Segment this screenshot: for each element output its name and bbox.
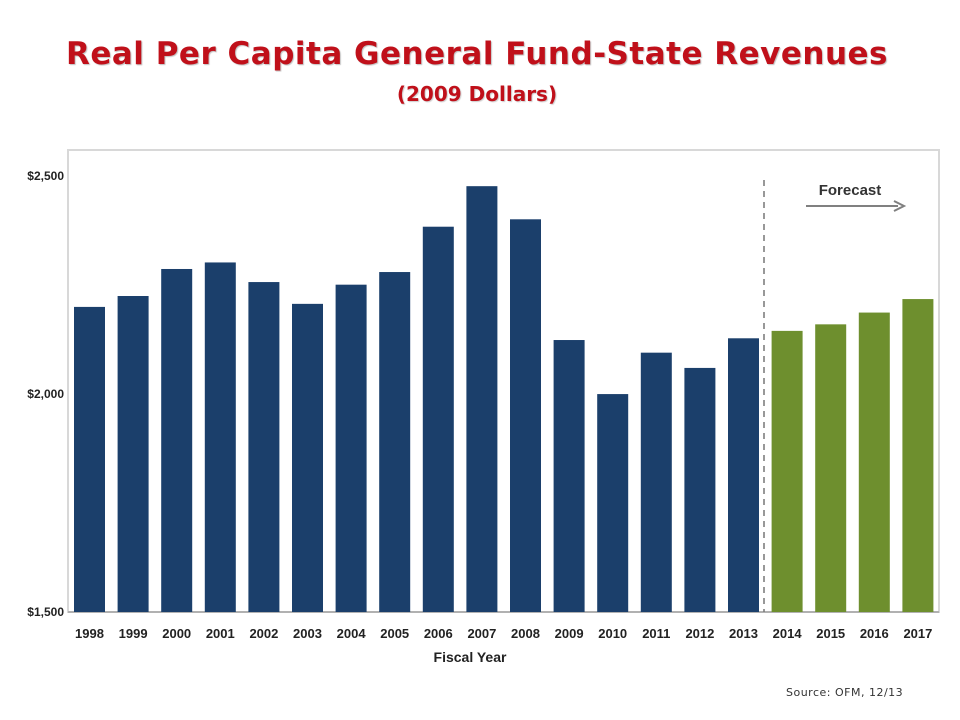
x-tick-label-1999: 1999 [119,626,148,641]
x-tick-label-2001: 2001 [206,626,235,641]
bar-2014 [771,330,803,612]
x-tick-label-2012: 2012 [685,626,714,641]
bar-1999 [117,296,149,612]
bar-2008 [510,219,541,613]
x-tick-label-2003: 2003 [293,626,322,641]
bar-2011 [640,352,672,612]
x-tick-label-2016: 2016 [860,626,889,641]
x-tick-label-2015: 2015 [816,626,845,641]
x-axis-label: Fiscal Year [434,649,507,665]
bar-2001 [204,262,236,612]
page-subtitle: (2009 Dollars) [396,82,558,106]
bar-2007 [466,186,498,612]
x-tick-label-2007: 2007 [467,626,496,641]
bar-2006 [422,226,454,612]
x-tick-label-2006: 2006 [424,626,453,641]
bar-2010 [597,394,629,612]
bar-2005 [379,272,411,612]
page-title: Real Per Capita General Fund-State Reven… [65,36,889,72]
x-tick-label-2017: 2017 [903,626,932,641]
bar-2017 [902,299,934,612]
x-tick-label-2008: 2008 [511,626,540,641]
bar-2016 [858,312,890,612]
x-tick-label-2005: 2005 [380,626,409,641]
y-tick-label: $1,500 [27,605,64,619]
source-note: Source: OFM, 12/13 [786,686,904,699]
x-tick-label-2011: 2011 [642,626,670,641]
x-tick-label-1998: 1998 [75,626,104,641]
y-tick-label: $2,000 [27,387,64,401]
y-tick-label: $2,500 [27,169,64,183]
x-tick-label-2010: 2010 [598,626,627,641]
x-tick-label-2002: 2002 [249,626,278,641]
x-tick-label-2013: 2013 [729,626,758,641]
bar-2003 [292,303,323,612]
plot-area-frame [67,149,940,613]
bar-2004 [335,284,367,612]
bar-chart: $1,500 $2,000 $2,500 1998 1999 2000 2001 2002 2… [27,149,940,665]
forecast-annotation: Forecast [819,182,882,199]
bar-2012 [684,367,716,612]
bar-2015 [815,324,847,612]
x-tick-label-2014: 2014 [773,626,803,641]
bar-2009 [553,340,585,612]
x-tick-label-2009: 2009 [555,626,584,641]
bar-2000 [161,268,193,612]
bar-2002 [248,282,280,612]
bar-2013 [728,338,759,612]
bar-1998 [74,306,105,612]
x-tick-label-2000: 2000 [162,626,191,641]
forecast-arrow-head-icon [893,200,907,212]
x-tick-label-2004: 2004 [337,626,367,641]
